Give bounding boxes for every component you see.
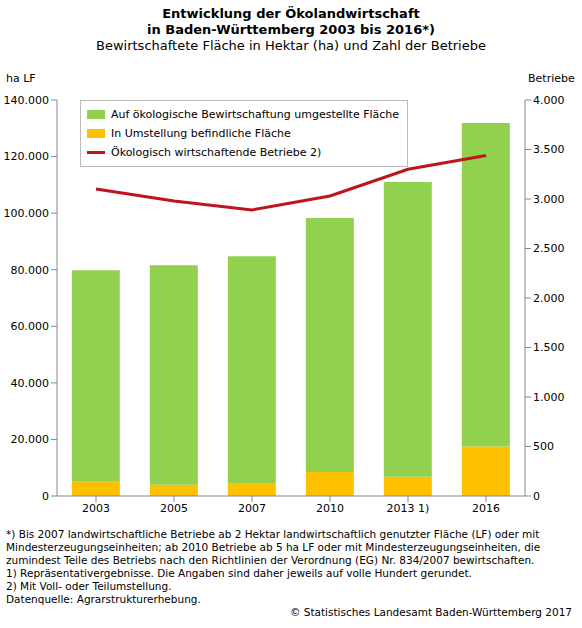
svg-text:140.000: 140.000 — [8, 94, 49, 107]
svg-text:20.000: 20.000 — [11, 433, 50, 446]
html-text:in Baden-Württemberg 2003 bis: in Baden-Württemberg 2003 bis 2016*) — [147, 22, 435, 37]
svg-text:120.000: 120.000 — [8, 150, 49, 163]
svg-text:100.000: 100.000 — [8, 207, 49, 220]
html-text:Datenquelle: Agrarstrukturerhe: Datenquelle: Agrarstrukturerhebung. — [6, 593, 201, 605]
svg-text:2010: 2010 — [316, 502, 344, 515]
html-text:© Statistisches Landesamt Bade: © Statistisches Landesamt Baden-Württemb… — [289, 606, 572, 618]
html-text:Auf ökologische Bewirtschaftun: Auf ökologische Bewirtschaftung umgestel… — [111, 108, 400, 121]
svg-text:60.000: 60.000 — [11, 320, 50, 333]
svg-text:2003: 2003 — [82, 502, 110, 515]
html-text:Ökologisch wirtschaftende Betr: Ökologisch wirtschaftende Betriebe 2) — [111, 146, 322, 159]
html-text:Bewirtschaftete Fläche in Hekt: Bewirtschaftete Fläche in Hektar (ha) un… — [96, 38, 486, 53]
svg-text:3.500: 3.500 — [533, 143, 565, 156]
html-text:*) Bis 2007 landwirtschaftlich: *) Bis 2007 landwirtschaftliche Betriebe… — [6, 528, 541, 566]
svg-text:2016: 2016 — [472, 502, 500, 515]
html-text:2) Mit Voll- oder Teilumstellu: 2) Mit Voll- oder Teilumstellung. — [6, 580, 172, 592]
html-text:Entwicklung der Ökolandwirtsch: Entwicklung der Ökolandwirtschaft — [162, 6, 420, 21]
svg-text:0: 0 — [533, 490, 540, 503]
html-text:1) Repräsentativergebnisse. Di: 1) Repräsentativergebnisse. Die Angaben … — [6, 567, 472, 579]
html-text:In Umstellung befindliche Fläc: In Umstellung befindliche Fläche — [111, 127, 291, 140]
svg-text:3.000: 3.000 — [533, 193, 565, 206]
svg-text:1.500: 1.500 — [533, 341, 565, 354]
svg-text:500: 500 — [533, 440, 554, 453]
html-text:Betriebe: Betriebe — [528, 72, 575, 85]
svg-text:0: 0 — [42, 490, 49, 503]
svg-text:40.000: 40.000 — [11, 377, 50, 390]
svg-text:1.000: 1.000 — [533, 391, 565, 404]
svg-text:2.500: 2.500 — [533, 242, 565, 255]
svg-text:4.000: 4.000 — [533, 94, 565, 107]
html-text:ha LF: ha LF — [6, 72, 36, 85]
svg-text:80.000: 80.000 — [11, 264, 50, 277]
svg-text:2005: 2005 — [160, 502, 188, 515]
svg-text:2013 1): 2013 1) — [387, 502, 430, 515]
svg-text:2007: 2007 — [238, 502, 266, 515]
svg-text:2.000: 2.000 — [533, 292, 565, 305]
